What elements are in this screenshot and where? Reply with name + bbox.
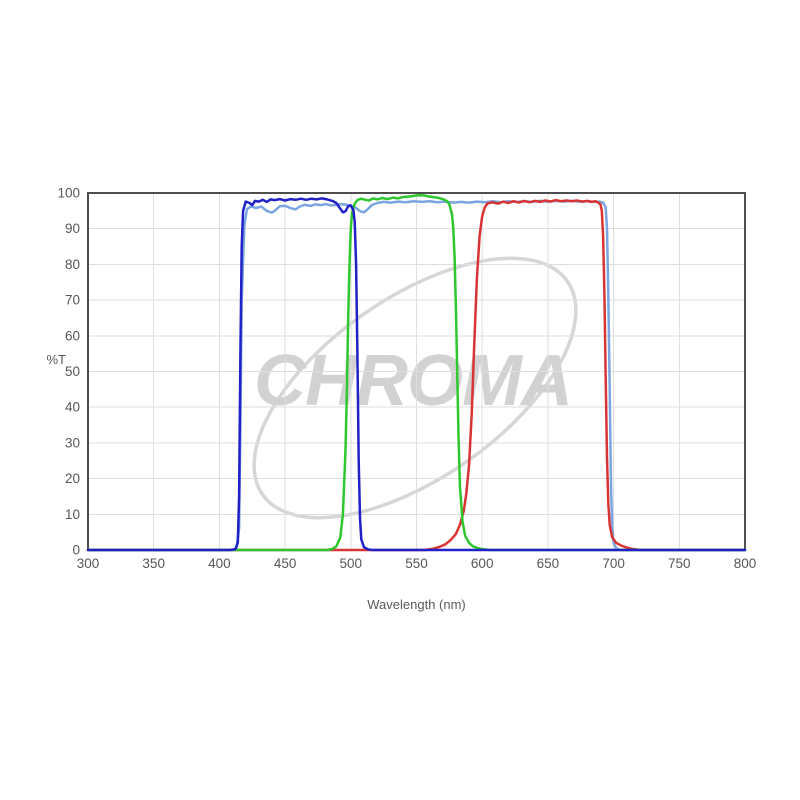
y-tick-label: 10 <box>65 507 80 522</box>
y-tick-label: 70 <box>65 293 80 308</box>
y-tick-label: 80 <box>65 257 80 272</box>
x-tick-label: 500 <box>340 556 363 571</box>
y-tick-label: 0 <box>72 543 80 558</box>
x-tick-label: 650 <box>537 556 560 571</box>
series-curves <box>86 193 747 552</box>
y-axis-tick-labels: 0 10 20 30 40 50 60 70 80 90 100 <box>57 186 80 558</box>
y-tick-label: 90 <box>65 221 80 236</box>
y-tick-label: 100 <box>57 186 80 201</box>
x-tick-label: 550 <box>405 556 428 571</box>
gridlines <box>88 193 745 550</box>
x-tick-label: 400 <box>208 556 231 571</box>
series-red-bandpass <box>86 198 747 552</box>
x-tick-label: 800 <box>734 556 757 571</box>
x-tick-label: 350 <box>142 556 165 571</box>
y-tick-label: 60 <box>65 328 80 343</box>
x-tick-label: 600 <box>471 556 494 571</box>
x-axis-tick-labels: 300 350 400 450 500 550 600 650 700 750 800 <box>77 556 757 571</box>
y-tick-label: 20 <box>65 471 80 486</box>
x-tick-label: 750 <box>668 556 691 571</box>
y-tick-label: 50 <box>65 364 80 379</box>
y-tick-label: 40 <box>65 400 80 415</box>
y-axis-title: %T <box>46 352 67 367</box>
watermark-text: CHROMA <box>254 341 572 421</box>
x-tick-label: 450 <box>274 556 297 571</box>
x-tick-label: 700 <box>602 556 625 571</box>
x-tick-label: 300 <box>77 556 100 571</box>
series-blue-bandpass <box>86 197 747 552</box>
watermark-swoosh-icon <box>252 256 578 520</box>
x-axis-title: Wavelength (nm) <box>367 597 466 612</box>
y-tick-label: 30 <box>65 435 80 450</box>
series-green-bandpass <box>86 193 747 552</box>
